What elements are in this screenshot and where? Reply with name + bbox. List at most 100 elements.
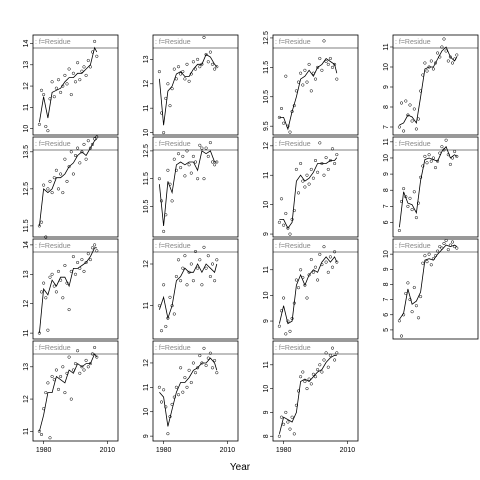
data-point	[181, 266, 185, 270]
data-point	[299, 71, 303, 75]
fit-line	[39, 247, 97, 334]
panel-c4r2: : f=Residue 6 7 8 9 10 11	[383, 136, 479, 238]
data-point	[294, 167, 298, 171]
y-tick-label: 7	[383, 298, 390, 302]
data-point	[324, 351, 328, 355]
data-point	[56, 387, 61, 391]
data-point	[202, 245, 206, 249]
data-point	[191, 60, 195, 64]
data-point	[78, 266, 82, 270]
data-point	[455, 246, 459, 250]
data-point	[324, 260, 328, 264]
data-point	[69, 397, 73, 401]
data-point	[215, 371, 219, 375]
data-point	[301, 370, 305, 374]
data-point	[82, 65, 86, 69]
data-point	[95, 249, 99, 253]
data-point	[93, 243, 97, 247]
data-point	[328, 255, 332, 259]
data-point	[71, 71, 75, 75]
data-point	[311, 71, 315, 75]
data-point	[86, 139, 90, 143]
data-point	[82, 269, 86, 273]
data-point	[73, 80, 78, 84]
data-point	[277, 434, 281, 438]
data-point	[292, 432, 296, 436]
data-point	[453, 245, 457, 249]
data-point	[196, 266, 200, 270]
data-point	[90, 352, 95, 356]
data-point	[442, 241, 446, 246]
data-point	[189, 72, 193, 76]
data-point	[56, 78, 61, 82]
data-point	[44, 391, 48, 395]
x-tick-label: 2010	[340, 447, 356, 454]
y-tick-label: 13	[23, 270, 30, 278]
data-point	[309, 89, 313, 93]
data-point	[208, 351, 212, 355]
fit-line	[399, 145, 458, 228]
y-tick-label: 10	[143, 408, 150, 416]
data-point	[309, 257, 313, 262]
data-point	[170, 402, 174, 406]
data-point	[189, 262, 193, 266]
y-tick-label: 9	[383, 267, 390, 271]
data-point	[157, 385, 161, 389]
data-point	[423, 154, 427, 158]
data-point	[179, 279, 183, 283]
data-point	[446, 153, 450, 157]
data-point	[333, 358, 337, 362]
data-point	[37, 224, 41, 228]
strip-label: : f=Residue	[155, 243, 191, 250]
data-point	[174, 77, 178, 81]
strip-label: : f=Residue	[275, 345, 311, 352]
data-point	[440, 246, 444, 250]
data-point	[208, 141, 212, 145]
data-point	[200, 62, 204, 66]
data-point	[438, 55, 442, 59]
x-tick-label: 1980	[156, 447, 172, 454]
x-tick-label: 1980	[36, 447, 52, 454]
data-point	[59, 374, 63, 379]
data-point	[277, 324, 281, 328]
data-point	[292, 104, 296, 108]
panel-c2r1: : f=Residue 10 11 12 13	[143, 34, 239, 136]
data-point	[286, 420, 290, 424]
data-point	[67, 308, 71, 312]
data-point	[294, 278, 298, 282]
data-point	[404, 195, 408, 199]
data-point	[59, 172, 63, 176]
data-point	[44, 235, 48, 239]
data-point	[318, 56, 322, 61]
y-tick-label: 11	[23, 428, 30, 435]
fit-line	[279, 354, 337, 434]
data-point	[73, 362, 78, 366]
y-tick-label: 8	[383, 105, 390, 109]
data-point	[328, 353, 332, 357]
data-point	[330, 265, 335, 269]
data-point	[191, 361, 195, 365]
data-point	[311, 176, 315, 180]
y-tick-label: 11	[143, 384, 150, 391]
strip-label: : f=Residue	[395, 141, 431, 148]
y-tick-label: 7	[383, 125, 390, 129]
data-point	[179, 72, 183, 76]
data-point	[294, 403, 298, 407]
data-point	[322, 39, 326, 43]
data-point	[44, 124, 48, 129]
y-tick-label: 12	[143, 260, 150, 268]
y-tick-label: 9	[263, 319, 270, 323]
fit-line	[159, 53, 218, 126]
data-point	[284, 74, 288, 78]
data-point	[187, 270, 191, 274]
data-point	[404, 291, 408, 296]
data-point	[440, 145, 444, 149]
fit-line	[39, 138, 98, 226]
data-point	[328, 158, 332, 163]
data-point	[320, 263, 324, 267]
data-point	[307, 62, 311, 66]
data-point	[73, 272, 78, 276]
data-point	[313, 77, 318, 81]
panel-c3r2: : f=Residue 9 10 11 12	[263, 136, 359, 238]
panel-c4r1: : f=Residue 7 8 9 10 11	[383, 34, 479, 136]
